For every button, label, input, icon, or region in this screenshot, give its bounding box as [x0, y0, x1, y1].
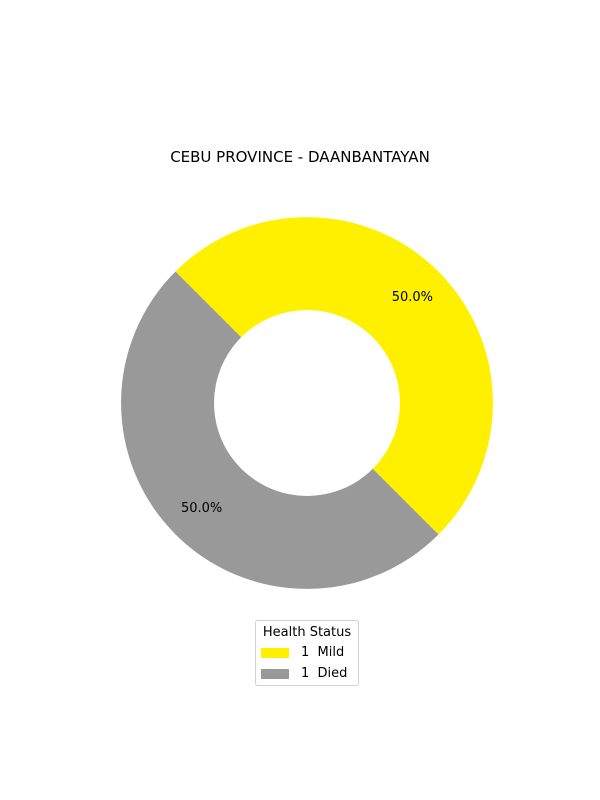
legend-label-mild: Mild	[317, 645, 345, 660]
legend-item-died: 1 Died	[261, 663, 353, 684]
pie-slice-died	[121, 271, 439, 589]
slice-percent-label-died: 50.0%	[181, 501, 222, 516]
legend-swatch-mild	[261, 647, 289, 658]
pie-slice-mild	[175, 217, 493, 535]
chart-title: CEBU PROVINCE - DAANBANTAYAN	[170, 148, 430, 166]
legend-count-died: 1	[301, 666, 310, 681]
legend-label-died: Died	[317, 666, 348, 681]
legend-title: Health Status	[262, 625, 352, 640]
legend-swatch-died	[261, 668, 289, 679]
legend-item-mild: 1 Mild	[261, 642, 353, 663]
legend-count-mild: 1	[301, 645, 310, 660]
legend: Health Status 1 Mild 1 Died	[255, 620, 359, 686]
slice-percent-label-mild: 50.0%	[392, 290, 433, 305]
